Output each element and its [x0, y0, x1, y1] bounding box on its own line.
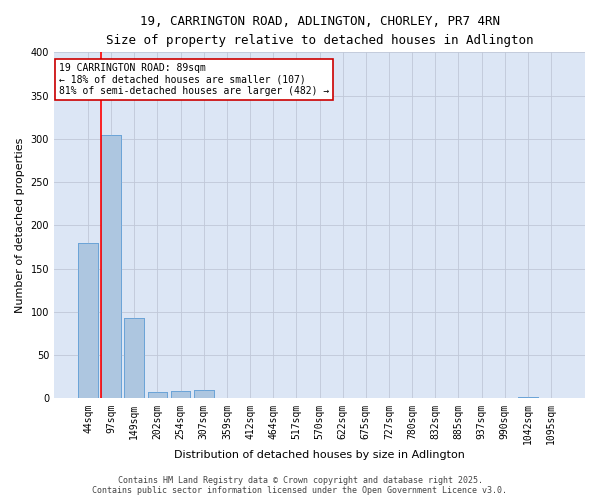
Text: Contains HM Land Registry data © Crown copyright and database right 2025.
Contai: Contains HM Land Registry data © Crown c…: [92, 476, 508, 495]
Title: 19, CARRINGTON ROAD, ADLINGTON, CHORLEY, PR7 4RN
Size of property relative to de: 19, CARRINGTON ROAD, ADLINGTON, CHORLEY,…: [106, 15, 533, 47]
Bar: [518, 396, 538, 398]
Bar: [171, 390, 190, 398]
Bar: [78, 242, 98, 398]
Bar: [148, 392, 167, 398]
Y-axis label: Number of detached properties: Number of detached properties: [15, 138, 25, 313]
Bar: [78, 242, 98, 398]
Bar: [518, 396, 538, 398]
Bar: [171, 390, 190, 398]
Bar: [194, 390, 214, 398]
Bar: [124, 318, 144, 398]
Bar: [101, 134, 121, 398]
Bar: [124, 318, 144, 398]
Bar: [101, 134, 121, 398]
Bar: [194, 390, 214, 398]
Text: 19 CARRINGTON ROAD: 89sqm
← 18% of detached houses are smaller (107)
81% of semi: 19 CARRINGTON ROAD: 89sqm ← 18% of detac…: [59, 62, 329, 96]
Bar: [148, 392, 167, 398]
X-axis label: Distribution of detached houses by size in Adlington: Distribution of detached houses by size …: [174, 450, 465, 460]
